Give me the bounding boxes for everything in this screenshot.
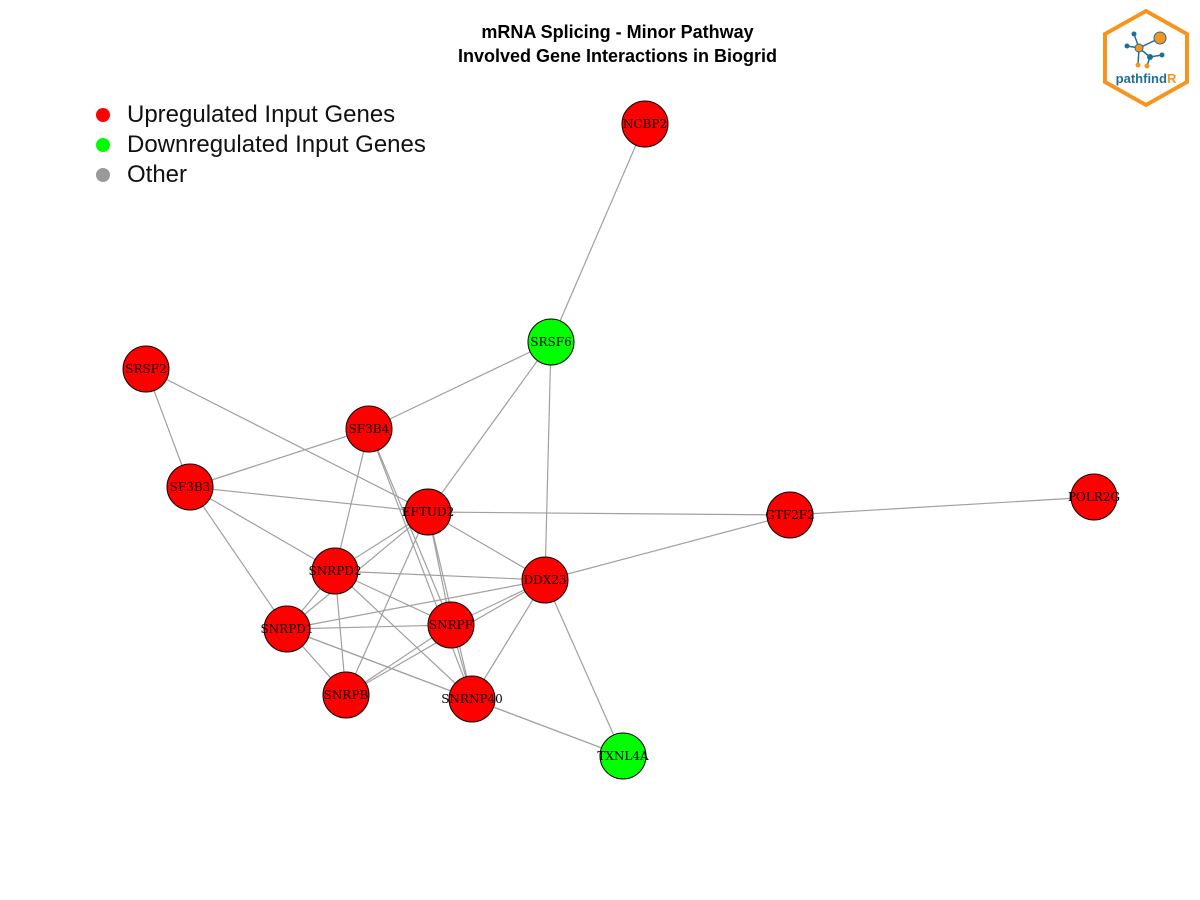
node-label: GTF2F2 [765,508,815,522]
edge-snrnp40-txnl4a [471,698,624,757]
node-gtf2f2[interactable]: GTF2F2 [765,491,815,539]
node-circle [1070,473,1118,521]
node-circle [166,463,214,511]
node-sf3b4[interactable]: SF3B4 [345,405,393,453]
node-snrpf[interactable]: SNRPF [427,601,475,649]
node-label: EFTUD2 [402,505,454,519]
edge-sf3b4-sf3b3 [189,428,370,488]
legend-dot-upregulated [96,108,110,122]
network-nodes: NCBP2 SRSF6 SRSF2 SF3B4 SF3B3 EFTUD2 GTF2F2 POL… [122,100,1120,780]
node-sf3b3[interactable]: SF3B3 [166,463,214,511]
edge-snrpd2-snrnp40 [334,570,473,700]
node-label: POLR2G [1068,490,1120,504]
node-circle [521,556,569,604]
edge-sf3b3-eftud2 [189,486,429,513]
node-label: NCBP2 [623,117,667,131]
edge-eftud2-gtf2f2 [427,511,791,516]
node-circle [448,675,496,723]
legend-dot-downregulated [96,138,110,152]
node-circle [311,547,359,595]
node-txnl4a[interactable]: TXNL4A [597,732,649,780]
node-circle [527,318,575,366]
node-ncbp2[interactable]: NCBP2 [621,100,669,148]
node-snrnp40[interactable]: SNRNP40 [441,675,503,723]
node-snrpd1[interactable]: SNRPD1 [260,605,314,653]
node-circle [404,488,452,536]
legend-label-downregulated: Downregulated Input Genes [127,131,426,158]
node-circle [599,732,647,780]
edge-ncbp2-srsf6 [550,123,646,343]
node-label: SNRPD2 [308,564,361,578]
pathfindr-logo: pathfindR [1103,8,1189,108]
edge-gtf2f2-polr2g [789,496,1095,516]
legend-label-other: Other [127,161,188,188]
node-polr2g[interactable]: POLR2G [1068,473,1120,521]
node-snrpb[interactable]: SNRPB [322,671,370,719]
edge-eftud2-snrpb [345,511,429,696]
legend-dot-other [96,168,110,182]
network-edges [145,123,1095,757]
node-circle [621,100,669,148]
title-line-2: Involved Gene Interactions in Biogrid [457,46,778,66]
node-circle [766,491,814,539]
logo-network-nodes [1124,31,1167,69]
edge-snrpd1-snrpf [286,624,452,630]
node-label: SNRNP40 [441,692,503,706]
node-eftud2[interactable]: EFTUD2 [402,488,454,536]
edge-srsf6-eftud2 [427,341,552,513]
logo-hexagon [1103,8,1189,108]
node-label: DDX23 [523,573,566,587]
edge-gtf2f2-ddx23 [544,514,791,581]
legend-item-upregulated: Upregulated Input Genes [96,100,426,130]
node-circle [322,671,370,719]
node-circle [263,605,311,653]
node-circle [122,345,170,393]
legend: Upregulated Input Genes Downregulated In… [96,100,426,190]
node-label: SNRPF [429,618,473,632]
legend-label-upregulated: Upregulated Input Genes [127,101,396,128]
logo-wordmark: pathfindR [1116,71,1177,86]
node-label: SF3B3 [170,480,211,494]
edge-sf3b3-snrpd2 [189,486,336,572]
edge-snrpd2-ddx23 [334,570,546,581]
node-circle [427,601,475,649]
node-srsf2[interactable]: SRSF2 [122,345,170,393]
title-line-1: mRNA Splicing - Minor Pathway [481,22,754,42]
edge-ddx23-snrpd1 [286,579,546,630]
node-circle [345,405,393,453]
node-label: SRSF6 [530,335,571,349]
node-label: SNRPD1 [260,622,313,636]
edge-sf3b3-snrpd1 [189,486,288,630]
diagram-title: mRNA Splicing - Minor Pathway Involved G… [0,20,1200,68]
edge-srsf6-sf3b4 [368,341,552,430]
node-srsf6[interactable]: SRSF6 [527,318,575,366]
edge-srsf6-ddx23 [544,341,552,581]
edge-sf3b4-snrnp40 [368,428,473,700]
node-snrpd2[interactable]: SNRPD2 [308,547,362,595]
edge-srsf2-eftud2 [145,368,429,513]
edge-sf3b4-snrpd2 [334,428,370,572]
edge-ddx23-txnl4a [544,579,624,757]
node-label: SNRPB [324,688,369,702]
node-label: SRSF2 [125,362,166,376]
legend-item-downregulated: Downregulated Input Genes [96,130,426,160]
node-label: TXNL4A [597,749,649,763]
node-ddx23[interactable]: DDX23 [521,556,569,604]
node-label: SF3B4 [349,422,390,436]
legend-item-other: Other [96,160,426,190]
